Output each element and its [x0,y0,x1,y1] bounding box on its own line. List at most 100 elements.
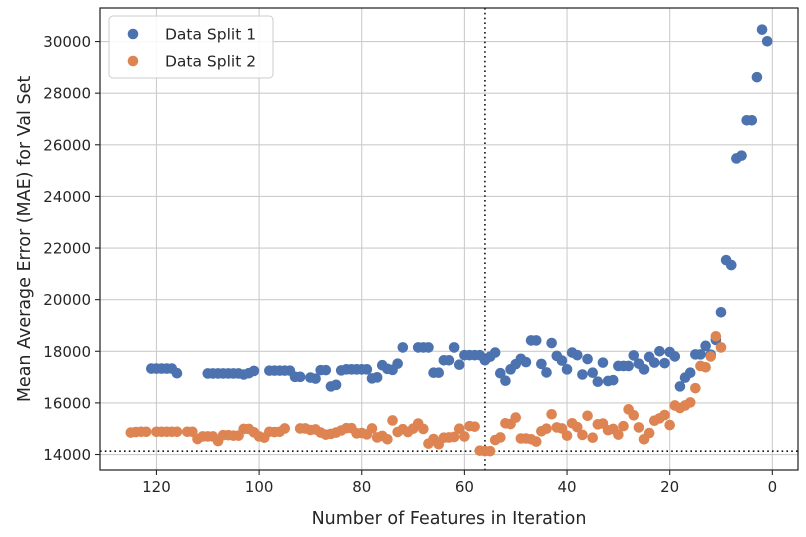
data-point-split-1 [628,350,640,361]
x-axis-title: Number of Features in Iteration [312,509,587,529]
data-point-split-1 [725,259,737,271]
data-point-split-2 [453,423,465,435]
data-point-split-1 [751,71,763,83]
data-point-split-1 [541,367,552,378]
data-point-split-2 [587,432,599,444]
data-point-split-1 [443,355,455,366]
data-point-split-2 [171,426,183,438]
data-point-split-1 [669,351,681,362]
x-tick-label: 100 [245,478,274,496]
x-tick-label: 80 [352,478,371,496]
data-point-split-2 [684,397,696,408]
data-point-split-1 [592,376,604,388]
data-point-split-2 [530,436,542,447]
data-point-split-2 [572,421,583,433]
data-point-split-1 [248,365,260,377]
data-point-split-1 [561,364,573,375]
data-point-split-1 [500,375,511,386]
data-points [125,24,773,457]
data-point-split-1 [423,342,434,353]
data-point-split-1 [674,381,686,392]
data-point-split-1 [607,374,619,386]
legend-label-split-2: Data Split 2 [165,53,256,71]
data-point-split-2 [382,433,393,445]
y-tick-label: 24000 [43,188,91,206]
data-point-split-1 [756,24,768,35]
data-point-split-2 [448,431,460,443]
data-point-split-2 [510,412,522,423]
data-point-split-2 [484,445,496,457]
plot-frame [99,7,799,471]
y-tick-label: 14000 [43,446,91,464]
data-point-split-1 [361,364,373,375]
legend-marker-split-1 [127,28,139,40]
data-point-split-1 [530,335,542,346]
x-axis-ticks: 120 100 80 60 40 20 0 [142,470,777,496]
x-tick-label: 20 [660,478,679,496]
data-point-split-1 [659,357,670,369]
data-point-split-2 [561,430,573,441]
data-point-split-1 [489,347,501,358]
data-point-split-2 [546,408,557,420]
data-point-split-2 [643,427,655,439]
data-point-split-2 [582,410,593,422]
data-point-split-2 [659,409,670,421]
series-1 [146,24,773,392]
data-point-split-2 [618,420,629,432]
legend-box [108,15,274,79]
data-point-split-1 [761,35,773,47]
data-point-split-1 [695,349,706,360]
data-point-split-2 [469,421,480,432]
data-point-split-2 [628,409,640,421]
y-tick-label: 22000 [43,240,91,258]
data-point-split-2 [418,423,429,435]
data-point-split-1 [448,342,460,353]
legend: Data Split 1 Data Split 2 [108,15,274,79]
data-point-split-1 [536,358,547,370]
data-point-split-1 [736,150,747,161]
data-point-split-2 [613,429,624,440]
y-axis-ticks: 14000 16000 18000 20000 22000 24000 26000 28000… [43,33,100,464]
data-point-split-1 [397,342,409,353]
data-point-split-1 [597,357,609,368]
data-point-split-1 [546,337,557,349]
data-point-split-1 [572,349,583,361]
data-point-split-2 [459,431,470,442]
data-point-split-2 [366,423,378,434]
data-point-split-2 [715,342,727,353]
data-point-split-1 [310,373,321,384]
data-point-split-1 [577,369,588,380]
y-tick-label: 28000 [43,85,91,103]
data-point-split-1 [453,359,465,370]
x-tick-label: 60 [455,478,474,496]
y-tick-label: 26000 [43,136,91,154]
y-axis-title: Mean Average Error (MAE) for Val Set [15,76,35,402]
data-point-split-1 [495,367,506,379]
data-point-split-1 [648,357,660,368]
data-point-split-2 [705,351,717,362]
x-tick-label: 120 [142,478,171,496]
data-point-split-1 [587,367,599,378]
data-point-split-1 [715,307,727,318]
y-tick-label: 30000 [43,33,91,51]
data-point-split-1 [171,367,183,379]
data-point-split-1 [623,360,634,372]
data-point-split-1 [582,353,593,365]
data-point-split-1 [392,358,403,369]
reference-lines [100,8,798,470]
data-point-split-2 [664,419,675,431]
data-point-split-2 [541,423,552,435]
data-point-split-2 [700,361,711,373]
x-tick-label: 40 [557,478,576,496]
x-tick-label: 0 [768,478,778,496]
data-point-split-2 [577,429,588,441]
data-point-split-2 [140,426,152,438]
data-point-split-1 [320,364,332,376]
data-point-split-1 [638,364,650,375]
data-point-split-1 [654,345,665,357]
y-tick-label: 16000 [43,394,91,412]
grid [100,8,798,470]
data-point-split-2 [690,382,701,394]
